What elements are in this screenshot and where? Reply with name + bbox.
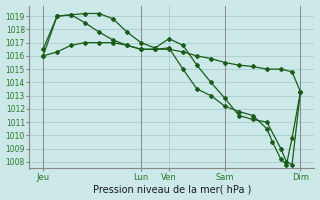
- X-axis label: Pression niveau de la mer( hPa ): Pression niveau de la mer( hPa ): [92, 184, 251, 194]
